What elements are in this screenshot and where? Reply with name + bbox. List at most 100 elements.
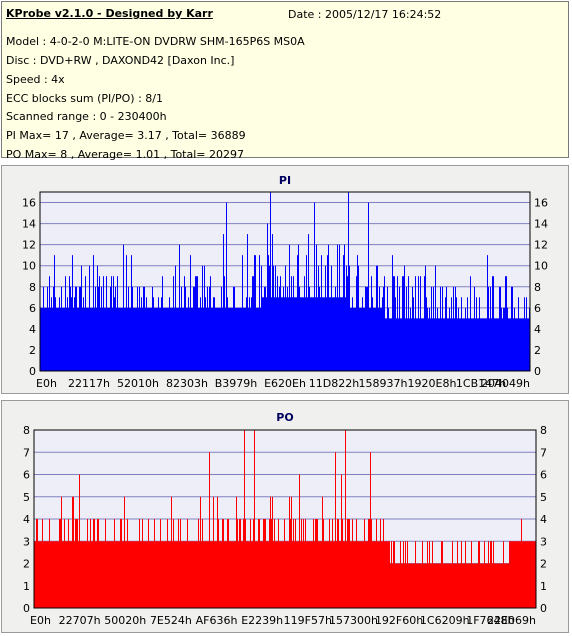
bar (169, 541, 170, 608)
bar (294, 541, 295, 608)
bar (114, 519, 115, 608)
bar (446, 563, 447, 608)
x-tick-label: 11D822h (309, 377, 359, 390)
bar (318, 541, 319, 608)
bar (413, 563, 414, 608)
x-tick-label: 157300h (329, 614, 378, 627)
bar (132, 541, 133, 608)
bar (85, 276, 86, 371)
bar (212, 541, 213, 608)
bar (307, 541, 308, 608)
bar (182, 307, 183, 371)
y-tick-label-left: 12 (22, 239, 36, 252)
bar (270, 496, 271, 608)
bar (451, 297, 452, 371)
bar (73, 496, 74, 608)
bar (65, 541, 66, 608)
bar (214, 297, 215, 371)
bar (229, 307, 230, 371)
bar (241, 307, 242, 371)
bar (444, 318, 445, 371)
bar (98, 519, 99, 608)
bar (317, 297, 318, 371)
bar (118, 307, 119, 371)
bar (298, 244, 299, 371)
bar (509, 541, 510, 608)
bar (352, 297, 353, 371)
bar (170, 307, 171, 371)
bar (360, 541, 361, 608)
bar (161, 297, 162, 371)
bar (414, 318, 415, 371)
bar (71, 541, 72, 608)
bar (394, 541, 395, 608)
bar (233, 541, 234, 608)
bar (46, 307, 47, 371)
y-tick-label-right: 6 (540, 469, 547, 482)
bar (108, 541, 109, 608)
bar (381, 307, 382, 371)
bar (41, 541, 42, 608)
bar (44, 541, 45, 608)
bar (223, 234, 224, 371)
bar (502, 563, 503, 608)
bar (503, 307, 504, 371)
bar (344, 541, 345, 608)
bar (67, 297, 68, 371)
bar (238, 307, 239, 371)
bar (74, 541, 75, 608)
info-ecc-blocks: ECC blocks sum (PI/PO) : 8/1 (6, 92, 163, 105)
bar (368, 519, 369, 608)
bar (363, 307, 364, 371)
bar (261, 541, 262, 608)
bar (348, 519, 349, 608)
bar (70, 541, 71, 608)
bar (82, 541, 83, 608)
bar (178, 519, 179, 608)
bar (369, 307, 370, 371)
bar (144, 286, 145, 371)
bar (454, 563, 455, 608)
bar (453, 286, 454, 371)
bar (533, 541, 534, 608)
bar (235, 541, 236, 608)
y-tick-label-left: 2 (29, 344, 36, 357)
bar (237, 307, 238, 371)
bar (388, 541, 389, 608)
bar (429, 307, 430, 371)
bar (120, 307, 121, 371)
bar (129, 541, 130, 608)
bar (276, 297, 277, 371)
bar (49, 519, 50, 608)
bar (438, 318, 439, 371)
bar (448, 563, 449, 608)
bar (278, 519, 279, 608)
bar (75, 519, 76, 608)
bar (420, 563, 421, 608)
bar (106, 541, 107, 608)
bar (521, 318, 522, 371)
y-tick-label-right: 2 (540, 558, 547, 571)
bar (180, 307, 181, 371)
bar (397, 563, 398, 608)
bar (468, 563, 469, 608)
bar (486, 318, 487, 371)
bar (470, 276, 471, 371)
bar (325, 541, 326, 608)
bar (244, 430, 245, 608)
y-tick-label-right: 1 (540, 580, 547, 593)
bar (464, 318, 465, 371)
bar (390, 563, 391, 608)
bar (91, 541, 92, 608)
bar (469, 318, 470, 371)
bar (274, 519, 275, 608)
bar (418, 276, 419, 371)
bar (286, 297, 287, 371)
bar (434, 563, 435, 608)
plot-border (33, 429, 537, 609)
bar (182, 541, 183, 608)
bar (200, 297, 201, 371)
bar (236, 496, 237, 608)
bar (270, 192, 271, 371)
bar (156, 541, 157, 608)
